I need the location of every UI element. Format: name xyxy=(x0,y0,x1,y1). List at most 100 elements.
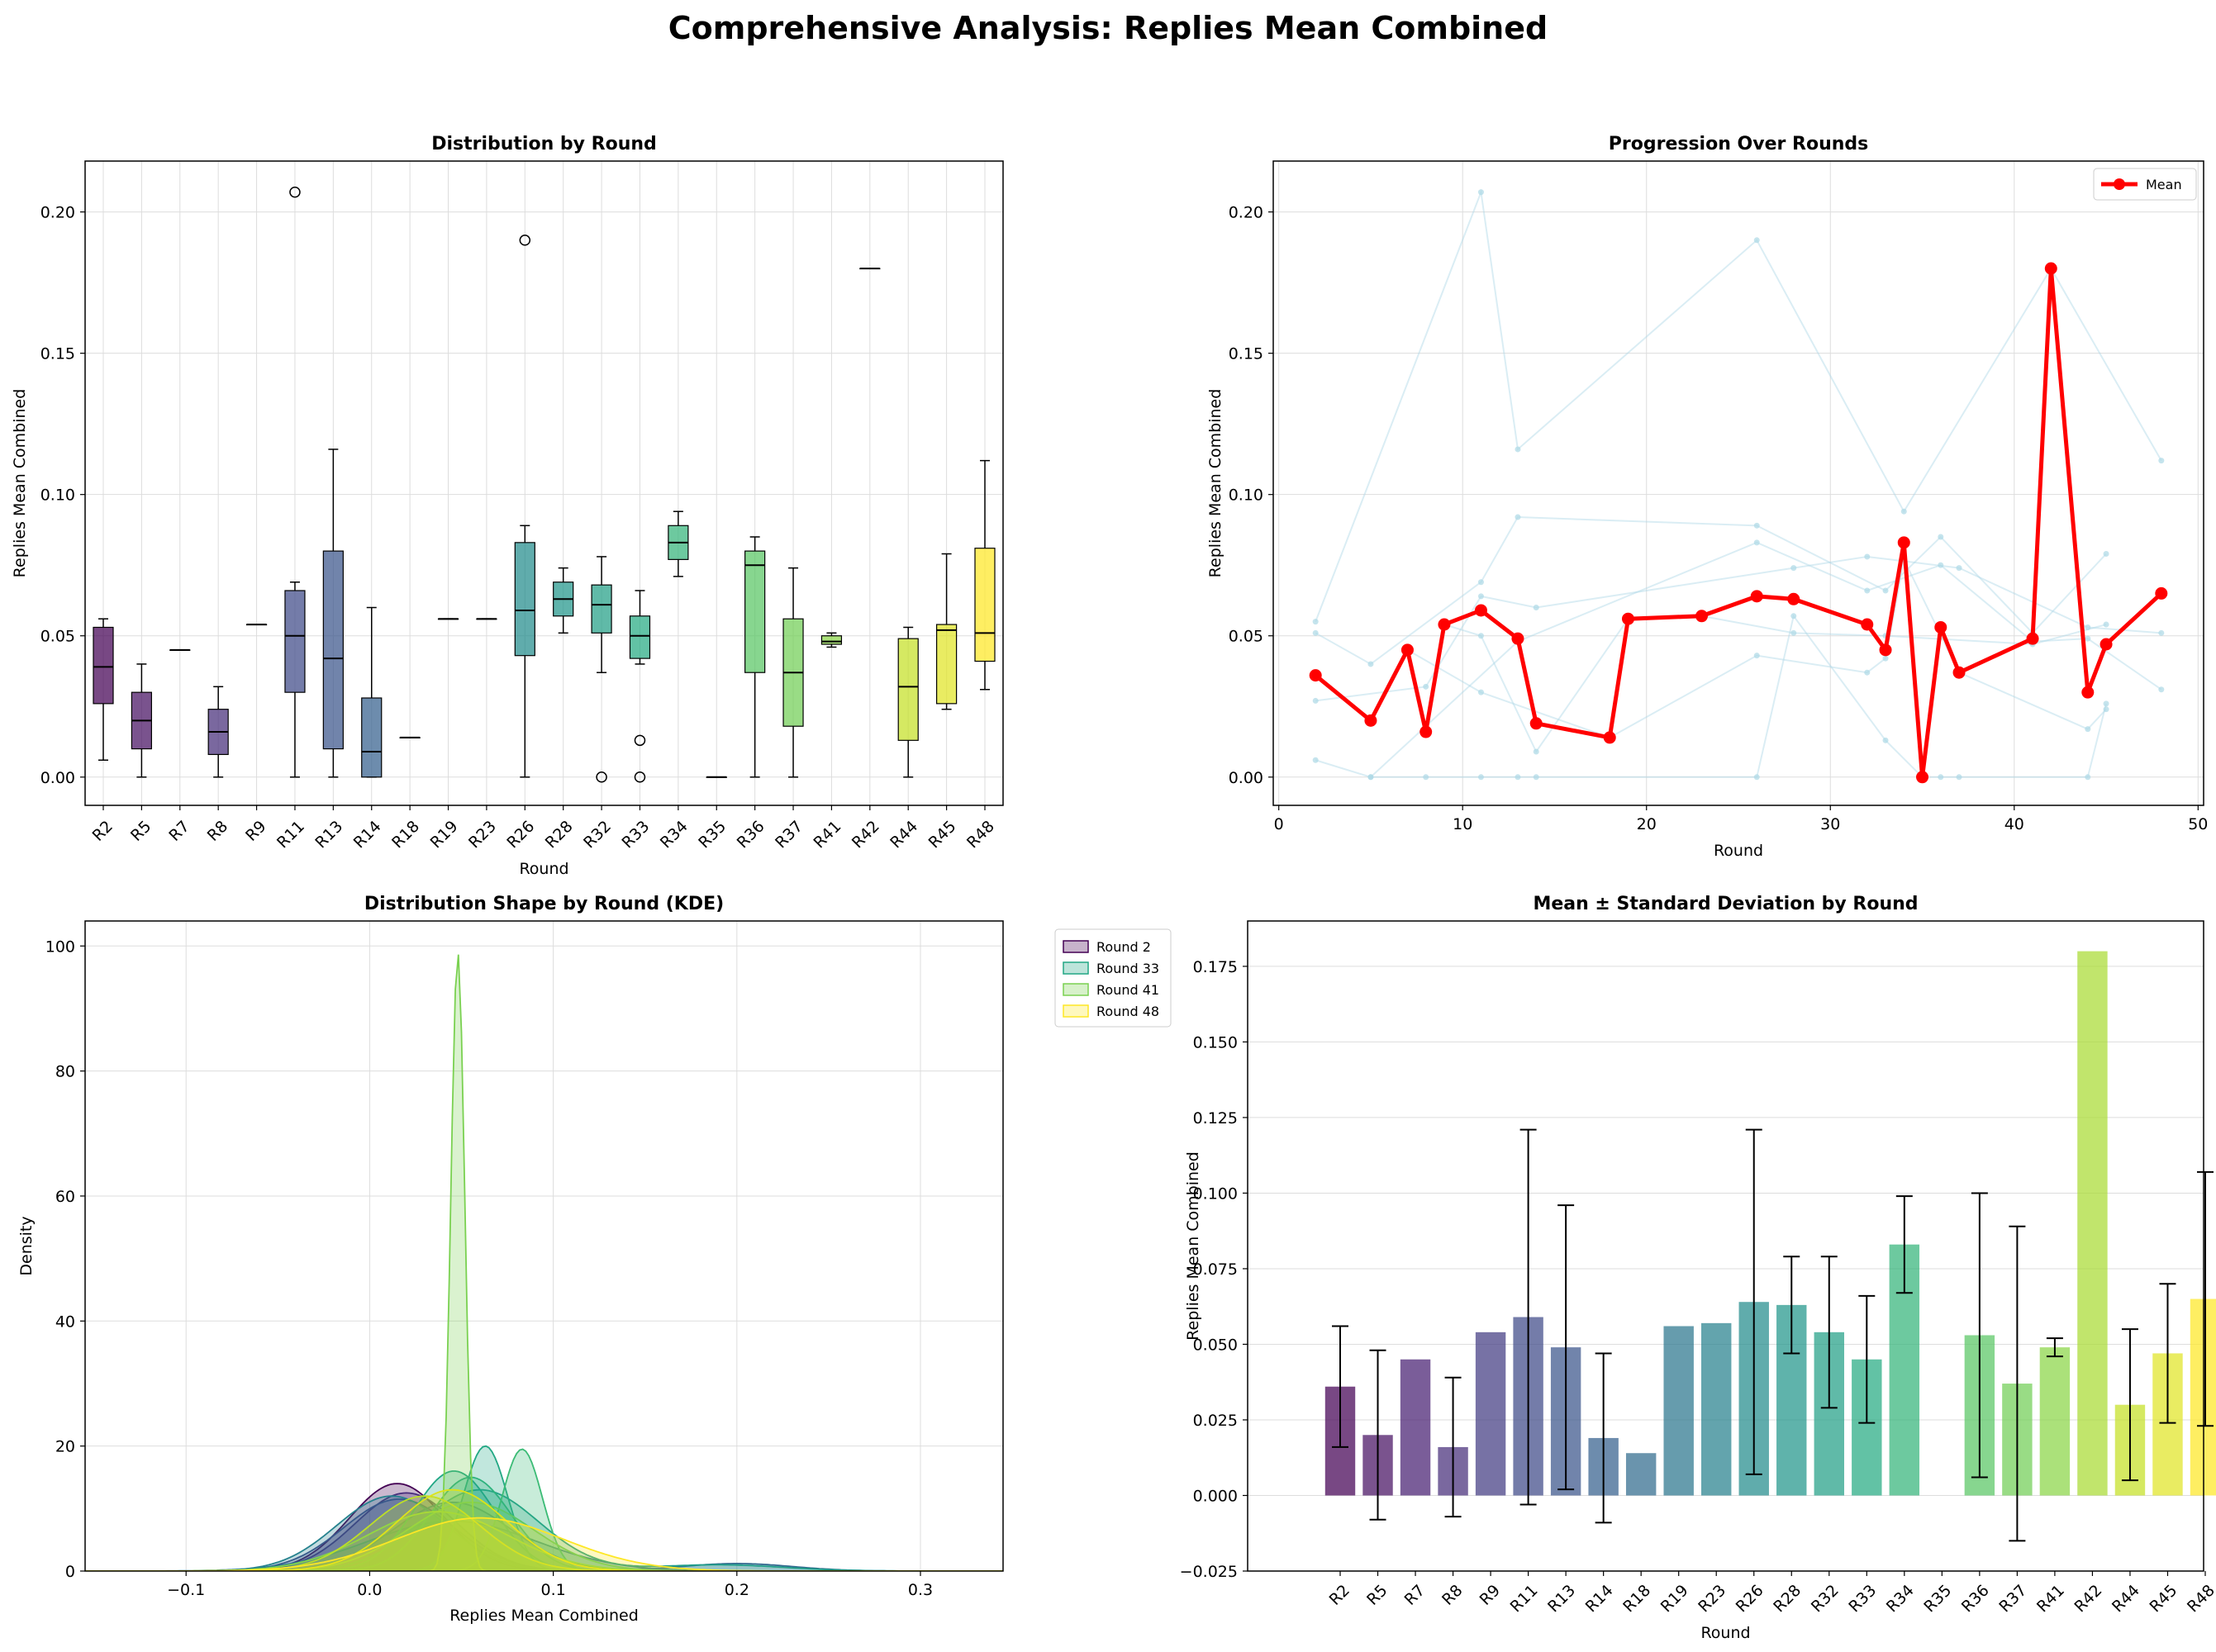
progression-panel: 0.00 0.05 0.10 0.15 0.20 0 10 20 30 40 50 Mean Progr… xyxy=(1206,134,2208,860)
bar-R28 xyxy=(1776,1256,1807,1496)
bar-xtick-label: R13 xyxy=(1544,1581,1579,1616)
trajectory-point xyxy=(2103,706,2109,713)
bar-ytick-label: 0.025 xyxy=(1193,1412,1238,1430)
trajectory-point xyxy=(1477,189,1484,196)
box-xtick-label: R8 xyxy=(204,817,231,844)
kde-legend-swatch xyxy=(1063,1004,1089,1018)
kde-ylabel: Density xyxy=(17,1216,36,1275)
bar-xtick-label: R2 xyxy=(1326,1581,1353,1608)
bar-xtick-label: R33 xyxy=(1845,1581,1880,1616)
bar-R34 xyxy=(1889,1195,1920,1496)
bar-xtick-label: R5 xyxy=(1363,1581,1391,1608)
trajectory-point xyxy=(2158,629,2165,636)
mean-point xyxy=(1897,536,1910,549)
box-iqr xyxy=(629,615,651,659)
line-xtick-label: 50 xyxy=(2188,815,2208,833)
kde-frame xyxy=(84,920,1004,1572)
trajectory-point xyxy=(2103,621,2109,628)
box-xtick-label: R14 xyxy=(350,817,385,852)
box-iqr xyxy=(514,542,535,657)
mean-std-panel: −0.025 0.000 0.025 0.050 0.075 0.100 0.125 0.15… xyxy=(1180,894,2216,1642)
figure-suptitle: Comprehensive Analysis: Replies Mean Com… xyxy=(668,10,1548,46)
bar-R33 xyxy=(1852,1294,1882,1496)
box-R42 xyxy=(859,268,881,270)
bar-title: Mean ± Standard Deviation by Round xyxy=(1533,894,1918,914)
trajectory-point xyxy=(1423,774,1429,781)
bar-xtick-label: R36 xyxy=(1958,1581,1993,1616)
trajectory-point xyxy=(1367,774,1374,781)
bar-R45 xyxy=(2152,1283,2183,1496)
mean-point xyxy=(2155,586,2168,600)
kde-legend-swatch xyxy=(1063,940,1089,953)
trajectory-point xyxy=(1938,534,1944,540)
bar-ytick-label: 0.150 xyxy=(1193,1033,1238,1051)
box-ylabel: Replies Mean Combined xyxy=(11,389,29,578)
trajectory-point xyxy=(1533,605,1539,611)
kde-legend-label: Round 41 xyxy=(1096,982,1159,998)
box-R35 xyxy=(706,776,727,778)
trajectory-point xyxy=(1477,689,1484,695)
box-iqr xyxy=(322,550,344,750)
trajectory-point xyxy=(1477,774,1484,781)
box-ytick-label: 0.15 xyxy=(40,345,75,363)
mean-point xyxy=(1750,590,1763,603)
bar-R44 xyxy=(2114,1328,2146,1496)
bar-xtick-label: R32 xyxy=(1808,1581,1843,1616)
trajectory-line xyxy=(1406,557,2107,738)
box-R14 xyxy=(361,606,383,778)
kde-ytick-label: 80 xyxy=(55,1063,75,1081)
line-xlabel: Round xyxy=(1714,842,1763,860)
line-xtick-label: 40 xyxy=(2004,815,2024,833)
mean-line xyxy=(1314,266,2163,780)
trajectory-point xyxy=(1882,655,1889,662)
box-flier xyxy=(596,771,607,783)
bar-rect xyxy=(1663,1326,1694,1496)
box-R41 xyxy=(820,632,843,648)
trajectory-4 xyxy=(1367,613,2109,781)
kde-curve xyxy=(85,1448,1003,1571)
bar-ytick-label: 0.175 xyxy=(1193,958,1238,976)
line-ylabel: Replies Mean Combined xyxy=(1206,389,1225,578)
box-xtick-label: R34 xyxy=(657,817,692,852)
kde-fill xyxy=(85,1496,1003,1571)
trajectory-point xyxy=(1533,748,1539,755)
bar-xtick-label: R7 xyxy=(1401,1581,1429,1608)
mean-point xyxy=(2044,262,2057,275)
box-xtick-label: R9 xyxy=(242,817,269,844)
box-R36 xyxy=(744,536,766,778)
trajectory-point xyxy=(1938,774,1944,781)
kde-legend-label: Round 2 xyxy=(1096,939,1151,955)
box-xtick-label: R45 xyxy=(925,817,960,852)
bar-xtick-label: R18 xyxy=(1619,1581,1654,1616)
trajectory-point xyxy=(1753,774,1760,781)
bar-xtick-label: R42 xyxy=(2071,1581,2105,1616)
bar-R19 xyxy=(1663,1326,1694,1496)
mean-point xyxy=(1787,592,1800,605)
trajectory-point xyxy=(1312,757,1319,763)
kde-curves xyxy=(85,954,1003,1571)
kde-fill xyxy=(85,1499,1003,1571)
mean-point xyxy=(1952,666,1966,679)
trajectory-point xyxy=(2085,726,2091,733)
box-xtick-label: R36 xyxy=(734,817,768,852)
line-xtick-label: 0 xyxy=(1274,815,1284,833)
box-xtick-label: R32 xyxy=(580,817,615,852)
trajectory-point xyxy=(1753,653,1760,659)
mean-point xyxy=(2099,638,2113,651)
mean-point xyxy=(1879,643,1892,657)
kde-round-41 xyxy=(85,954,1003,1571)
bar-rect xyxy=(1701,1322,1732,1496)
mean-point xyxy=(1419,725,1433,738)
trajectory-point xyxy=(1882,587,1889,594)
kde-curve xyxy=(85,1470,1003,1571)
line-ytick-label: 0.20 xyxy=(1229,204,1263,222)
trajectory-point xyxy=(1900,508,1907,515)
box-R8 xyxy=(207,686,229,778)
trajectory-point xyxy=(1477,593,1484,600)
bar-xtick-label: R37 xyxy=(1995,1581,2030,1616)
box-iqr xyxy=(974,548,996,662)
trajectory-point xyxy=(1312,697,1319,704)
kde-legend-swatch xyxy=(1063,983,1089,996)
box-ytick-label: 0.00 xyxy=(40,769,75,787)
